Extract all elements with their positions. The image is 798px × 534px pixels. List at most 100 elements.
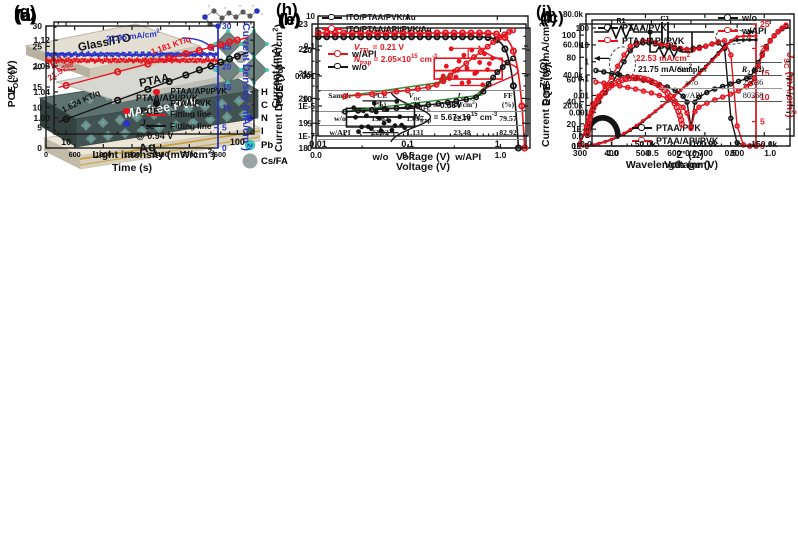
svg-text:3600: 3600 [210, 150, 226, 159]
svg-text:1800: 1800 [124, 150, 140, 159]
legend-marker-wo-icon [328, 62, 348, 71]
atom-legend: H C N I Pb Cs/FA [242, 87, 288, 169]
svg-text:25: 25 [760, 19, 770, 29]
legend-label: PTAA/PVK [622, 23, 667, 34]
svg-text:10: 10 [303, 94, 313, 104]
black-fit-line-icon [146, 125, 166, 128]
jsc-dot-icon [123, 120, 130, 127]
svg-text:10: 10 [580, 41, 589, 50]
light-x-axis-label: Light intensity (mW/cm2) [92, 146, 216, 161]
zimag-y-axis-label: -Z'' (Ω) [538, 58, 550, 92]
legend-marker-red-icon [322, 25, 342, 34]
svg-text:0: 0 [44, 150, 48, 159]
td: w/API [681, 90, 703, 100]
bias-label: @ 0.94 V [136, 130, 174, 141]
svg-text:0.001: 0.001 [295, 72, 316, 81]
svg-text:150.0k: 150.0k [751, 139, 777, 149]
svg-text:0: 0 [571, 141, 576, 151]
atom-c-icon [247, 102, 253, 108]
vtfl-annotation-black: VTFL = 0.58V [414, 100, 462, 113]
stability-legend: PTAA/API/PVK PCE JSC @ 0.94 V [116, 92, 198, 142]
svg-text:40: 40 [567, 97, 577, 107]
svg-text:1.0: 1.0 [764, 148, 776, 158]
circuit-r1-label: R1 [617, 18, 626, 25]
th-samples: Samples [660, 63, 724, 76]
atom-c-label: C [261, 100, 268, 111]
sclc-legend: ITO/PTAA/PVK/Au ITO/PTAA/API/PVK/Au [322, 12, 432, 35]
svg-text:600: 600 [69, 150, 81, 159]
svg-text:0.1: 0.1 [401, 139, 414, 149]
legend-marker-red-icon [598, 36, 618, 45]
svg-text:100: 100 [562, 30, 576, 40]
voc-legend: PTAA/API/PVK PTAA/PVK Fitting line Fitti… [146, 86, 227, 132]
svg-text:1: 1 [495, 139, 500, 149]
svg-text:w/API: w/API [454, 152, 481, 163]
voc-light-plot: 10 100 1.00 1.04 1.08 1.12 [33, 21, 255, 147]
svg-text:0.0: 0.0 [580, 139, 592, 149]
current-y-axis-label: Current (mA) [270, 43, 282, 109]
svg-text:700: 700 [699, 148, 713, 158]
svg-text:40.0k: 40.0k [563, 71, 584, 80]
atom-pb-icon [244, 139, 256, 151]
svg-text:15: 15 [33, 82, 43, 92]
svg-text:1200: 1200 [95, 150, 111, 159]
td: w/o [318, 112, 362, 126]
svg-text:30: 30 [222, 21, 232, 31]
vtfl-annotation-red: VTFL = 0.21 V [354, 42, 404, 55]
eis-table: Samples R2 (Ω) w/o 25636 w/API 80368 [660, 62, 782, 102]
td: 82.92 [499, 128, 517, 138]
legend-label: PTAA/API/PVK [170, 87, 228, 97]
red-fit-line-icon [146, 113, 166, 116]
sclc-plot: 0.01 0.1 1 1E-7 1E-5 0.001 0.1 10 [295, 12, 529, 149]
svg-text:18: 18 [299, 143, 309, 153]
svg-text:1E-4: 1E-4 [572, 125, 589, 134]
svg-text:100: 100 [576, 24, 590, 33]
panel-c: 300 400 500 600 700 800 0 20 40 60 80 100 0 5 10 15 20 25… [536, 0, 798, 180]
legend-marker-wapi-icon [718, 26, 738, 35]
panel-f-label: (f) [540, 8, 557, 27]
voc-y-axis-label: VOC (V) [6, 60, 21, 96]
svg-text:300: 300 [573, 148, 587, 158]
svg-text:1.12: 1.12 [33, 35, 50, 45]
svg-text:5: 5 [307, 119, 312, 129]
atom-csfa-icon [242, 153, 258, 169]
legend-marker-wapi-icon [328, 50, 348, 59]
stability-legend-title: PTAA/API/PVK [136, 93, 199, 104]
jsc-annotation-red: 22.53 mA/cm2 [636, 53, 691, 63]
svg-text:800: 800 [730, 148, 744, 158]
circuit-c1-label: C1 [661, 16, 670, 23]
svg-text:30: 30 [33, 21, 43, 31]
svg-text:1E-5: 1E-5 [298, 102, 315, 111]
svg-text:w/o: w/o [372, 152, 389, 163]
svg-text:50.0k: 50.0k [635, 139, 657, 149]
svg-text:1.08: 1.08 [33, 61, 50, 71]
black-dot-icon [153, 100, 160, 107]
td: w/o [660, 76, 724, 89]
atom-n-label: N [261, 113, 268, 124]
svg-text:15: 15 [760, 68, 770, 78]
svg-text:1.04: 1.04 [33, 87, 50, 97]
atom-h-label: H [261, 87, 268, 98]
svg-text:0.001: 0.001 [569, 108, 590, 117]
svg-text:0: 0 [222, 143, 227, 153]
panel-g: 10 100 1.00 1.04 1.08 1.12 (g) VOC (V) Light … [0, 0, 266, 174]
svg-text:15: 15 [222, 82, 232, 92]
svg-text:25: 25 [33, 41, 43, 51]
svg-text:80: 80 [567, 52, 577, 62]
voltage-x-axis-label: Voltage (V) [395, 151, 451, 163]
legend-label: PTAA/PVK [170, 98, 212, 108]
svg-text:15: 15 [303, 70, 313, 80]
svg-text:-0.5: -0.5 [644, 148, 659, 158]
svg-text:0.0: 0.0 [310, 150, 322, 160]
svg-text:0.01: 0.01 [573, 91, 589, 100]
svg-text:1: 1 [585, 58, 590, 67]
svg-text:20.0k: 20.0k [563, 102, 584, 111]
svg-text:22: 22 [299, 44, 309, 54]
svg-text:0.01: 0.01 [309, 139, 327, 149]
svg-text:0.0: 0.0 [685, 148, 697, 158]
svg-text:80.0k: 80.0k [563, 10, 584, 19]
svg-text:1.0: 1.0 [495, 150, 507, 160]
eqe-legend: PTAA/PVK PTAA/API/PVK [632, 122, 718, 147]
svg-text:0.1: 0.1 [578, 75, 590, 84]
